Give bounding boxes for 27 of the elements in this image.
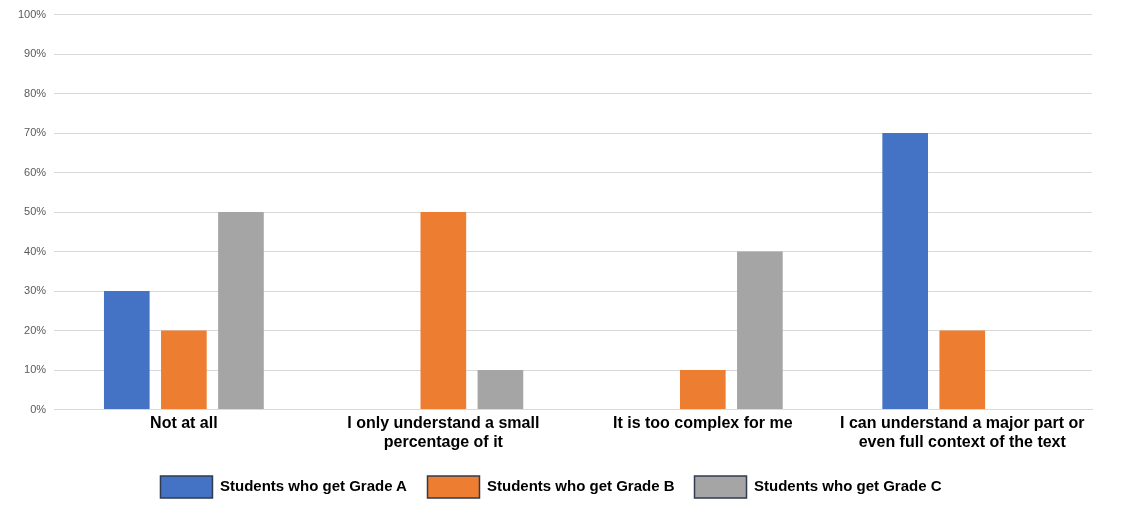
y-tick-label: 90% <box>24 47 47 60</box>
y-tick-label: 40% <box>24 244 47 257</box>
legend-label: Students who get Grade B <box>486 477 675 495</box>
bar <box>882 133 929 410</box>
y-tick-label: 50% <box>24 205 47 218</box>
y-tick-label: 80% <box>24 86 47 99</box>
bar <box>737 251 783 410</box>
bar <box>420 212 467 410</box>
y-tick-label: 70% <box>24 126 47 139</box>
y-tick-label: 60% <box>24 165 47 178</box>
bar <box>218 212 264 410</box>
bar <box>103 291 150 410</box>
x-tick-label: I can understand a major part or even full context of the text <box>840 413 1085 450</box>
y-tick-label: 100% <box>17 7 47 20</box>
x-tick-label: It is too complex for me <box>613 413 793 431</box>
bar <box>477 370 524 410</box>
y-tick-label: 0% <box>30 402 47 415</box>
bar <box>939 330 986 410</box>
bar <box>679 370 726 410</box>
legend-label: Students who get Grade C <box>754 477 942 495</box>
bar <box>161 330 207 410</box>
legend-label: Students who get Grade A <box>219 477 408 495</box>
x-tick-label: Not at all <box>150 413 218 431</box>
y-tick-label: 10% <box>24 363 47 376</box>
x-tick-label: I only understand a small percentage of it <box>347 413 540 450</box>
y-tick-label: 30% <box>24 284 47 297</box>
y-tick-label: 20% <box>24 323 47 336</box>
